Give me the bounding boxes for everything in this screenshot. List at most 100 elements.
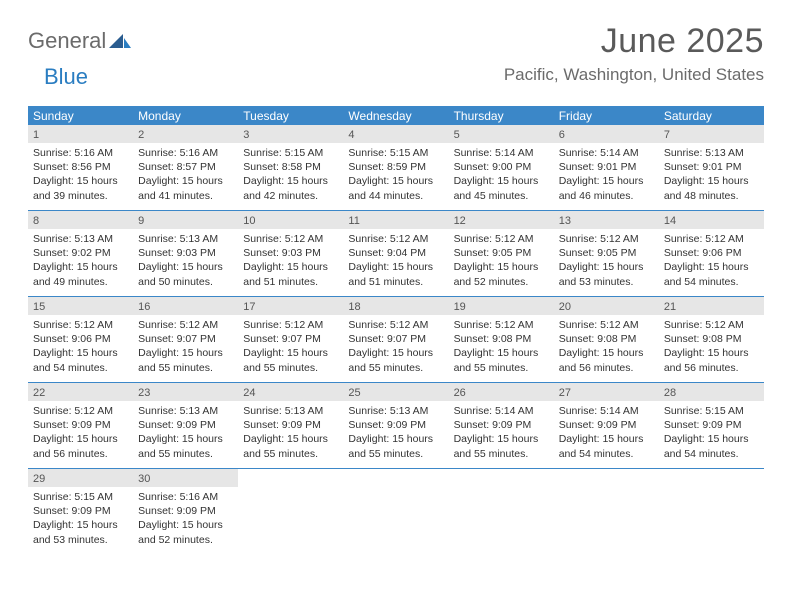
week-row: 8Sunrise: 5:13 AMSunset: 9:02 PMDaylight… [28,211,764,297]
sunrise-line: Sunrise: 5:16 AM [138,490,233,504]
day-content: Sunrise: 5:12 AMSunset: 9:05 PMDaylight:… [449,229,554,294]
day-content: Sunrise: 5:12 AMSunset: 9:06 PMDaylight:… [28,315,133,380]
sunrise-line: Sunrise: 5:13 AM [33,232,128,246]
daylight-line: Daylight: 15 hours and 39 minutes. [33,174,128,202]
weekday-header: Wednesday [343,106,448,125]
day-content: Sunrise: 5:12 AMSunset: 9:03 PMDaylight:… [238,229,343,294]
sunset-line: Sunset: 9:06 PM [664,246,759,260]
day-cell [554,469,659,554]
day-number: 19 [449,297,554,315]
day-number: 4 [343,125,448,143]
sunrise-line: Sunrise: 5:12 AM [454,318,549,332]
day-number: 23 [133,383,238,401]
day-content: Sunrise: 5:12 AMSunset: 9:08 PMDaylight:… [659,315,764,380]
day-content: Sunrise: 5:12 AMSunset: 9:04 PMDaylight:… [343,229,448,294]
day-number: 5 [449,125,554,143]
sunset-line: Sunset: 9:09 PM [138,504,233,518]
sunset-line: Sunset: 9:05 PM [454,246,549,260]
sunrise-line: Sunrise: 5:12 AM [348,232,443,246]
day-content: Sunrise: 5:12 AMSunset: 9:07 PMDaylight:… [238,315,343,380]
daylight-line: Daylight: 15 hours and 55 minutes. [138,432,233,460]
weekday-header: Sunday [28,106,133,125]
day-cell: 28Sunrise: 5:15 AMSunset: 9:09 PMDayligh… [659,383,764,468]
day-number: 13 [554,211,659,229]
day-number: 15 [28,297,133,315]
day-cell: 12Sunrise: 5:12 AMSunset: 9:05 PMDayligh… [449,211,554,296]
weekday-header: Tuesday [238,106,343,125]
day-content: Sunrise: 5:12 AMSunset: 9:07 PMDaylight:… [343,315,448,380]
day-content: Sunrise: 5:16 AMSunset: 8:57 PMDaylight:… [133,143,238,208]
sunset-line: Sunset: 9:08 PM [559,332,654,346]
daylight-line: Daylight: 15 hours and 55 minutes. [243,346,338,374]
daylight-line: Daylight: 15 hours and 55 minutes. [454,432,549,460]
daylight-line: Daylight: 15 hours and 49 minutes. [33,260,128,288]
weekday-header-row: SundayMondayTuesdayWednesdayThursdayFrid… [28,106,764,125]
daylight-line: Daylight: 15 hours and 48 minutes. [664,174,759,202]
sunset-line: Sunset: 8:59 PM [348,160,443,174]
sunset-line: Sunset: 9:05 PM [559,246,654,260]
day-content: Sunrise: 5:15 AMSunset: 9:09 PMDaylight:… [659,401,764,466]
day-content: Sunrise: 5:16 AMSunset: 8:56 PMDaylight:… [28,143,133,208]
day-number: 22 [28,383,133,401]
day-cell: 1Sunrise: 5:16 AMSunset: 8:56 PMDaylight… [28,125,133,210]
title-block: June 2025 Pacific, Washington, United St… [504,22,764,85]
day-cell: 29Sunrise: 5:15 AMSunset: 9:09 PMDayligh… [28,469,133,554]
sunrise-line: Sunrise: 5:14 AM [454,404,549,418]
sunset-line: Sunset: 9:03 PM [243,246,338,260]
sunset-line: Sunset: 9:09 PM [33,504,128,518]
daylight-line: Daylight: 15 hours and 54 minutes. [33,346,128,374]
day-cell: 13 Sunrise: 5:12 AMSunset: 9:05 PMDayligh… [554,211,659,296]
sunset-line: Sunset: 9:03 PM [138,246,233,260]
daylight-line: Daylight: 15 hours and 44 minutes. [348,174,443,202]
sunrise-line: Sunrise: 5:15 AM [243,146,338,160]
weekday-header: Monday [133,106,238,125]
day-cell: 25Sunrise: 5:13 AMSunset: 9:09 PMDayligh… [343,383,448,468]
sunset-line: Sunset: 9:09 PM [138,418,233,432]
daylight-line: Daylight: 15 hours and 53 minutes. [33,518,128,546]
daylight-line: Daylight: 15 hours and 41 minutes. [138,174,233,202]
logo-text-blue: Blue [44,64,88,89]
daylight-line: Daylight: 15 hours and 56 minutes. [664,346,759,374]
logo: General Blue [28,30,131,88]
weekday-header: Friday [554,106,659,125]
week-row: 1Sunrise: 5:16 AMSunset: 8:56 PMDaylight… [28,125,764,211]
daylight-line: Daylight: 15 hours and 55 minutes. [348,346,443,374]
sunset-line: Sunset: 9:00 PM [454,160,549,174]
day-cell: 22Sunrise: 5:12 AMSunset: 9:09 PMDayligh… [28,383,133,468]
day-cell: 11Sunrise: 5:12 AMSunset: 9:04 PMDayligh… [343,211,448,296]
sunset-line: Sunset: 9:09 PM [243,418,338,432]
day-cell: 5Sunrise: 5:14 AMSunset: 9:00 PMDaylight… [449,125,554,210]
day-number: 25 [343,383,448,401]
day-number: 8 [28,211,133,229]
sunrise-line: Sunrise: 5:16 AM [33,146,128,160]
day-number: 29 [28,469,133,487]
sunrise-line: Sunrise: 5:14 AM [559,146,654,160]
day-cell: 8Sunrise: 5:13 AMSunset: 9:02 PMDaylight… [28,211,133,296]
day-cell: 15Sunrise: 5:12 AMSunset: 9:06 PMDayligh… [28,297,133,382]
sunrise-line: Sunrise: 5:13 AM [348,404,443,418]
sunset-line: Sunset: 8:57 PM [138,160,233,174]
day-cell: 14Sunrise: 5:12 AMSunset: 9:06 PMDayligh… [659,211,764,296]
sunrise-line: Sunrise: 5:13 AM [243,404,338,418]
day-number: 6 [554,125,659,143]
sunrise-line: Sunrise: 5:12 AM [559,232,654,246]
daylight-line: Daylight: 15 hours and 54 minutes. [664,260,759,288]
sunrise-line: Sunrise: 5:12 AM [33,404,128,418]
sunset-line: Sunset: 9:08 PM [664,332,759,346]
sunrise-line: Sunrise: 5:12 AM [454,232,549,246]
sunrise-line: Sunrise: 5:15 AM [664,404,759,418]
daylight-line: Daylight: 15 hours and 51 minutes. [348,260,443,288]
daylight-line: Daylight: 15 hours and 53 minutes. [559,260,654,288]
daylight-line: Daylight: 15 hours and 55 minutes. [138,346,233,374]
sunset-line: Sunset: 9:07 PM [243,332,338,346]
sunrise-line: Sunrise: 5:13 AM [138,232,233,246]
day-content: Sunrise: 5:12 AMSunset: 9:07 PMDaylight:… [133,315,238,380]
day-number: 11 [343,211,448,229]
sunrise-line: Sunrise: 5:12 AM [559,318,654,332]
daylight-line: Daylight: 15 hours and 52 minutes. [138,518,233,546]
day-cell: 20Sunrise: 5:12 AMSunset: 9:08 PMDayligh… [554,297,659,382]
sunset-line: Sunset: 9:09 PM [664,418,759,432]
day-cell: 23Sunrise: 5:13 AMSunset: 9:09 PMDayligh… [133,383,238,468]
sunset-line: Sunset: 9:07 PM [138,332,233,346]
day-cell [659,469,764,554]
